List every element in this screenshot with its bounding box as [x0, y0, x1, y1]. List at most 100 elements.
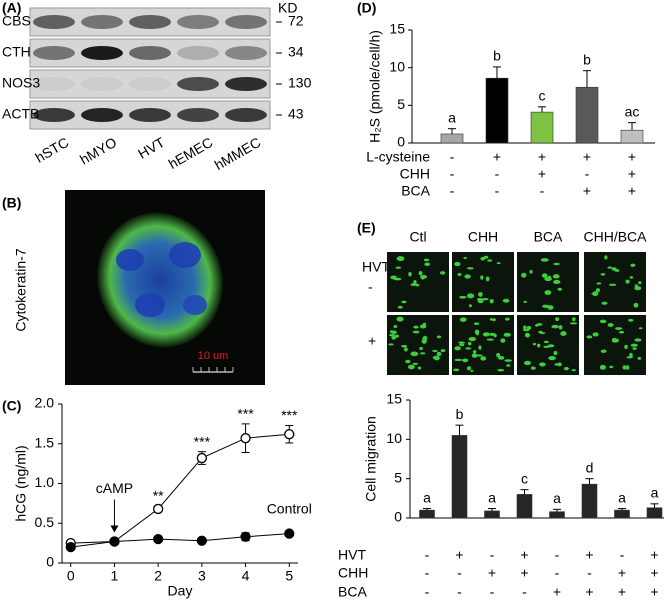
significance-letter: c: [521, 470, 528, 486]
blot-row-label: ACTB: [2, 106, 39, 122]
kd-label: 72: [288, 13, 304, 29]
cell: [592, 332, 599, 337]
factor-level: -: [450, 183, 455, 199]
y-tick-label: 0: [394, 509, 402, 525]
cell: [410, 351, 419, 357]
factor-level: -: [490, 584, 495, 600]
cell: [432, 349, 438, 353]
significance: ***: [281, 407, 298, 423]
lane-label: hEMEC: [166, 134, 216, 172]
factor-level: +: [455, 547, 463, 563]
cell: [454, 261, 461, 267]
cell: [611, 337, 618, 343]
blot-band: [177, 46, 219, 60]
cell: [523, 300, 527, 303]
factor-level: -: [425, 565, 430, 581]
blot-row-label: CTH: [2, 44, 31, 60]
panel-label: (A): [2, 0, 21, 16]
cell: [405, 359, 411, 364]
cell: [614, 327, 623, 330]
cell: [478, 345, 482, 350]
cell: [530, 366, 536, 370]
cell: [535, 324, 539, 327]
blot-band: [177, 77, 219, 91]
cell: [552, 279, 561, 284]
factor-level: +: [628, 166, 636, 182]
blot-band: [225, 15, 267, 29]
y-axis-title: Cell migration: [363, 416, 379, 502]
factor-level: +: [583, 149, 591, 165]
cell: [630, 343, 638, 347]
factor-level: -: [457, 565, 462, 581]
factor-level: +: [520, 547, 528, 563]
bar: [485, 77, 509, 144]
cell: [417, 366, 422, 370]
cell: [412, 330, 420, 334]
cell: [572, 317, 576, 322]
cell: [532, 342, 537, 346]
blot-band: [81, 46, 123, 60]
blot-band: [81, 77, 123, 91]
factor-level: +: [650, 584, 658, 600]
cell: [557, 362, 562, 367]
cell: [608, 283, 617, 286]
cell: [453, 368, 460, 372]
y-axis-title: H₂S (pmole/cell/h): [367, 30, 383, 143]
marker: [284, 528, 295, 539]
series-line: [70, 433, 290, 544]
migration-image: [452, 252, 514, 312]
scale-label: 10 um: [198, 350, 229, 362]
bar: [549, 511, 565, 519]
factor-level: +: [488, 565, 496, 581]
cell: [600, 349, 607, 353]
cell: [553, 350, 558, 356]
x-axis-title: Day: [168, 583, 193, 599]
factor-level: -: [555, 565, 560, 581]
kd-header: KD: [278, 0, 297, 16]
cell: [466, 293, 475, 299]
y-tick-label: 10: [389, 58, 405, 74]
significance-letter: ac: [625, 103, 640, 119]
factor-name: BCA: [401, 183, 430, 199]
factor-level: +: [618, 565, 626, 581]
arrow-head: [110, 525, 119, 533]
stain-label: Cytokeratin-7: [13, 248, 29, 331]
bar: [419, 509, 435, 519]
cell: [454, 346, 461, 351]
y-axis-title: hCG (ng/ml): [13, 445, 29, 521]
cell: [478, 292, 483, 297]
significance-letter: b: [583, 51, 591, 67]
significance: ***: [194, 433, 211, 449]
factor-name: CHH: [400, 166, 430, 182]
cell: [457, 273, 462, 276]
cell: [436, 335, 442, 339]
cell: [625, 279, 630, 284]
cell: [481, 297, 489, 301]
factor-name: HVT: [338, 547, 366, 563]
migration-image: [517, 315, 579, 375]
cell: [390, 275, 397, 280]
x-tick-label: 5: [285, 568, 293, 584]
panel-label: (D): [357, 0, 376, 16]
factor-level: +: [628, 149, 636, 165]
cell: [596, 282, 602, 285]
cell: [480, 275, 484, 280]
cell: [560, 331, 567, 336]
cell: [395, 334, 399, 338]
cell: [421, 339, 427, 344]
cell: [547, 344, 555, 348]
cell: [468, 337, 477, 342]
cell: [554, 363, 559, 366]
cell: [388, 343, 394, 346]
cell: [541, 273, 548, 278]
x-tick-label: 4: [242, 568, 250, 584]
migration-image: [387, 315, 449, 375]
cell: [551, 324, 559, 329]
significance-letter: a: [448, 109, 456, 125]
cell: [480, 256, 485, 261]
cell: [466, 366, 472, 371]
micrograph: [65, 190, 265, 385]
cell: [521, 272, 527, 278]
marker: [240, 531, 251, 542]
factor-level: +: [538, 149, 546, 165]
